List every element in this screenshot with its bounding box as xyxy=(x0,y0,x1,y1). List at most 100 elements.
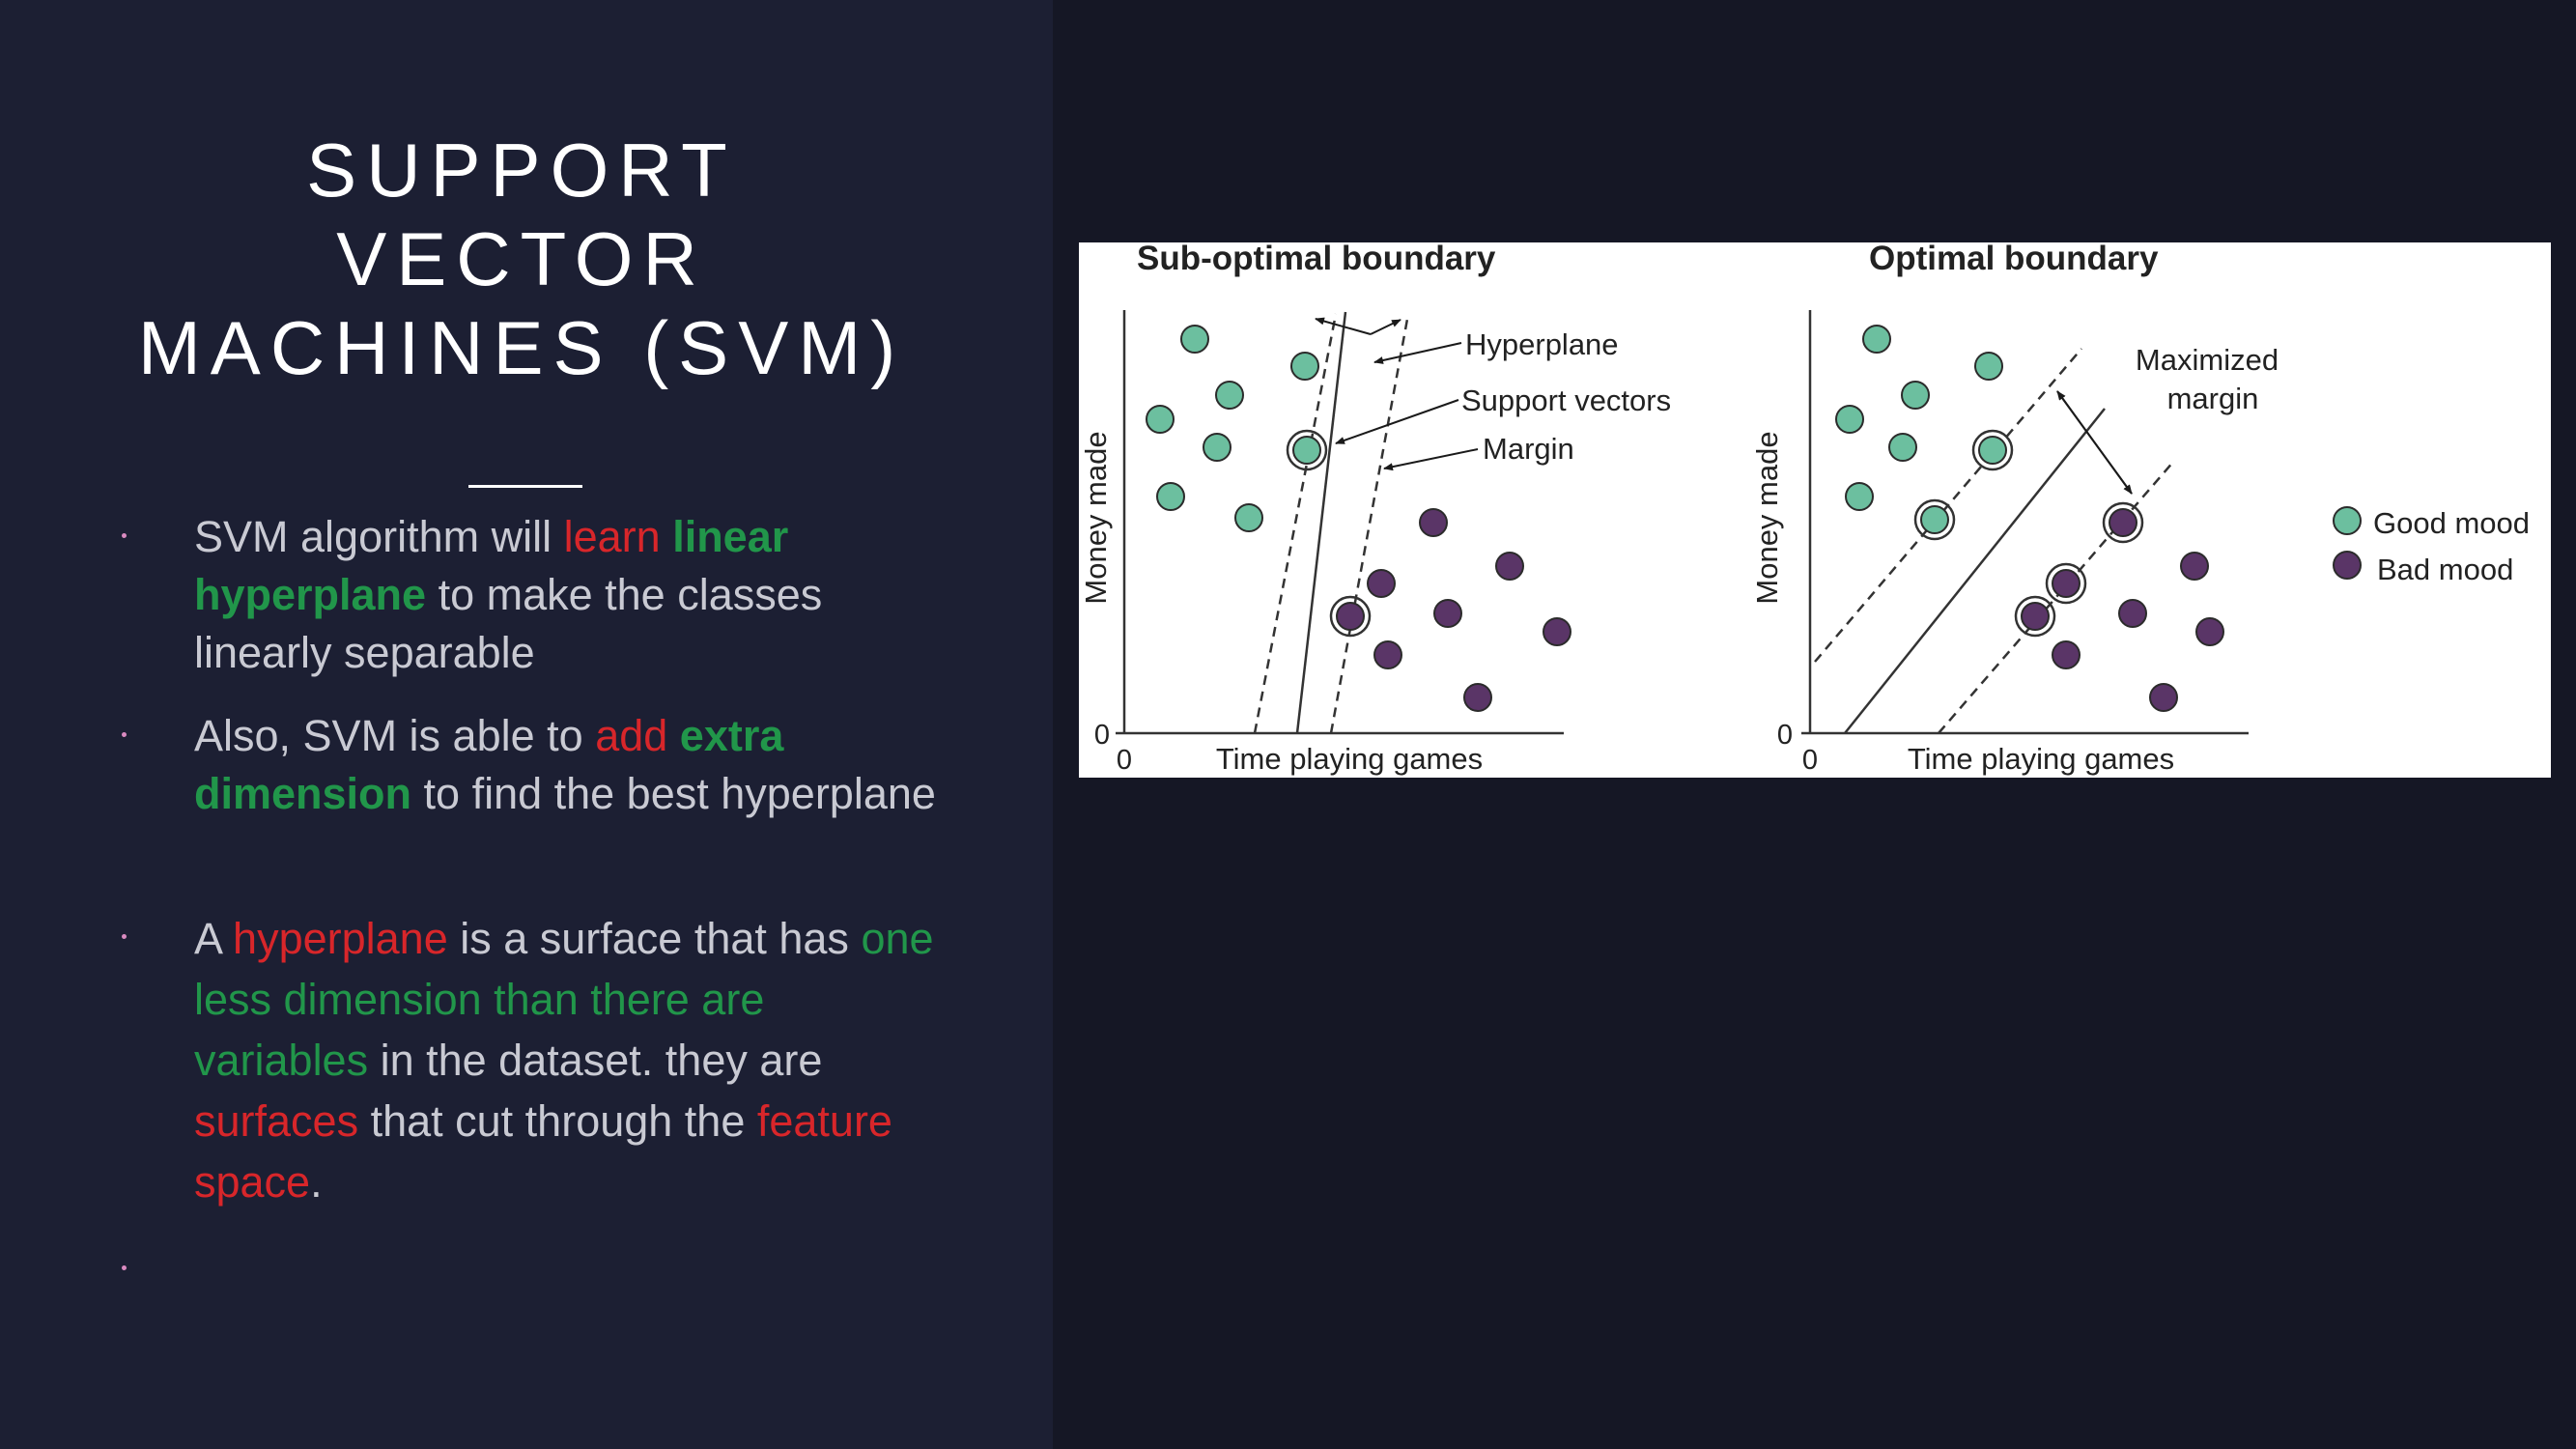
support-vector-ring xyxy=(1286,429,1328,471)
good-mood-point xyxy=(1180,325,1209,354)
bullet-highlight: one less dimension than there are variab… xyxy=(194,914,934,1085)
bullet-highlight: feature space xyxy=(194,1096,892,1207)
slide-title: SUPPORT VECTOR MACHINES (SVM) xyxy=(58,126,985,392)
arrow xyxy=(1370,319,1401,335)
arrow xyxy=(1373,342,1462,364)
support-vector-ring xyxy=(2102,501,2144,544)
left-panel-xlabel: Time playing games xyxy=(1216,742,1483,776)
arrow xyxy=(1335,399,1459,444)
bullet-text-run: in the dataset. they are xyxy=(368,1036,823,1085)
legend-bad-mood: Bad mood xyxy=(2377,553,2513,586)
bad-mood-point xyxy=(2109,508,2137,537)
good-mood-point xyxy=(2333,506,2362,535)
bad-mood-point xyxy=(2052,640,2081,669)
bullet-item-1: SVM algorithm will learn linear hyperpla… xyxy=(194,508,967,682)
left-panel-ylabel: Money made xyxy=(1079,431,1113,604)
good-mood-point xyxy=(1215,381,1244,410)
bad-mood-point xyxy=(1336,602,1365,631)
bad-mood-point xyxy=(2195,617,2224,646)
support-vector-ring xyxy=(2014,595,2056,638)
good-mood-point xyxy=(1978,436,2007,465)
left-panel-title: Sub-optimal boundary xyxy=(1137,242,1496,277)
annotation-hyperplane: Hyperplane xyxy=(1465,327,1619,361)
bullet-highlight: hyperplane xyxy=(233,914,448,963)
good-mood-point xyxy=(1146,405,1175,434)
bullet-emphasis: extra dimension xyxy=(194,711,784,818)
annotation-maximized: Maximized xyxy=(2136,343,2279,377)
right-panel-title: Optimal boundary xyxy=(1869,242,2159,277)
bullet-item-3: A hyperplane is a surface that has one l… xyxy=(194,908,948,1212)
good-mood-point xyxy=(1292,436,1321,465)
annotation-margin-word: margin xyxy=(2167,382,2259,415)
bullet-item-2: Also, SVM is able to add extra dimension… xyxy=(194,707,967,823)
bullet-text-run: A xyxy=(194,914,234,963)
bullet-highlight: learn xyxy=(563,512,661,561)
bad-mood-point xyxy=(1419,508,1448,537)
good-mood-point xyxy=(1920,505,1949,534)
margin-line xyxy=(1253,313,1338,734)
support-vector-ring xyxy=(1971,429,2014,471)
annotation-margin: Margin xyxy=(1483,432,1574,466)
title-line: VECTOR xyxy=(336,216,707,301)
good-mood-point xyxy=(1845,482,1874,511)
right-panel-ylabel: Money made xyxy=(1750,431,1784,604)
bullet-text-run xyxy=(661,512,673,561)
bullet-text-run: to make the classes linearly separable xyxy=(194,570,823,677)
bad-mood-point xyxy=(1463,683,1492,712)
bullet-text-run: that cut through the xyxy=(358,1096,757,1146)
bad-mood-point xyxy=(2118,599,2147,628)
bullet-list: SVM algorithm will learn linear hyperpla… xyxy=(0,0,1053,1449)
good-mood-point xyxy=(1901,381,1930,410)
right-panel-xlabel: Time playing games xyxy=(1908,742,2174,776)
bullet-emphasis: linear hyperplane xyxy=(194,512,789,619)
bullet-marker xyxy=(122,732,127,737)
legend-good-mood: Good mood xyxy=(2373,506,2530,540)
good-mood-point xyxy=(1203,433,1231,462)
bad-mood-point xyxy=(1495,552,1524,581)
bad-mood-point xyxy=(1367,569,1396,598)
bullet-marker-empty xyxy=(122,1265,127,1270)
left-panel xyxy=(0,0,1053,1449)
annotation-support-vectors: Support vectors xyxy=(1461,384,1671,417)
support-vector-ring xyxy=(1913,498,1956,541)
margin-line xyxy=(1329,313,1410,734)
bad-mood-point xyxy=(2333,551,2362,580)
bullet-text-run: to find the best hyperplane xyxy=(411,769,936,818)
data-points xyxy=(1146,325,2362,712)
bullet-text-run: SVM algorithm will xyxy=(194,512,564,561)
good-mood-point xyxy=(1156,482,1185,511)
bad-mood-point xyxy=(2052,569,2081,598)
bullet-text-run: . xyxy=(310,1157,323,1207)
support-vector-ring xyxy=(1329,595,1372,638)
margin-line xyxy=(1938,460,2175,734)
title-line: SUPPORT xyxy=(306,128,737,213)
title-line: MACHINES (SVM) xyxy=(137,305,906,390)
bad-mood-point xyxy=(1373,640,1402,669)
title-divider xyxy=(468,485,582,488)
bad-mood-point xyxy=(2180,552,2209,581)
hyperplane-line xyxy=(1844,408,2106,734)
support-vector-ring xyxy=(2045,562,2087,605)
bad-mood-point xyxy=(1433,599,1462,628)
bad-mood-point xyxy=(2021,602,2050,631)
arrow xyxy=(2056,390,2133,495)
hyperplane-line xyxy=(1295,311,1347,734)
bullet-text-run: Also, SVM is able to xyxy=(194,711,596,760)
bullet-text-run: is a surface that has xyxy=(447,914,862,963)
arrow xyxy=(1383,448,1479,471)
bullet-highlight: surfaces xyxy=(194,1096,359,1146)
bullet-marker xyxy=(122,934,127,939)
good-mood-point xyxy=(1862,325,1891,354)
bullet-marker xyxy=(122,533,127,538)
right-panel-origin-x: 0 xyxy=(1802,745,1818,776)
good-mood-point xyxy=(1290,352,1319,381)
svm-figure: Sub-optimal boundary Money made Time pla… xyxy=(1079,242,2551,778)
left-panel-origin-x: 0 xyxy=(1117,745,1132,776)
arrow xyxy=(1315,317,1372,335)
left-panel-origin-y: 0 xyxy=(1094,720,1110,751)
bad-mood-point xyxy=(1543,617,1571,646)
good-mood-point xyxy=(1234,503,1263,532)
good-mood-point xyxy=(1888,433,1917,462)
good-mood-point xyxy=(1974,352,2003,381)
good-mood-point xyxy=(1835,405,1864,434)
